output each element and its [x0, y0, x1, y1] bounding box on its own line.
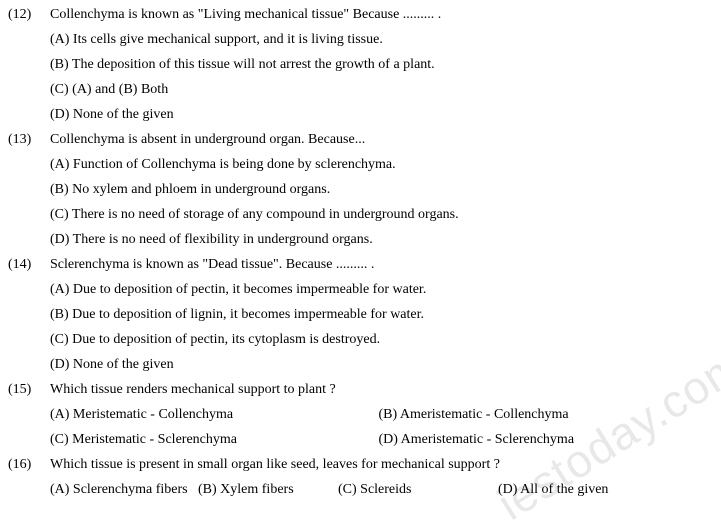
question-number: (14) — [6, 258, 50, 272]
option-row: (C) Due to deposition of pectin, its cyt… — [0, 333, 721, 347]
option-text: (D) There is no need of flexibility in u… — [50, 233, 707, 247]
option-text: (B) The deposition of this tissue will n… — [50, 58, 707, 72]
option-text: (C) (A) and (B) Both — [50, 83, 707, 97]
option-row: (D) There is no need of flexibility in u… — [0, 233, 721, 247]
option-text: (A) Due to deposition of pectin, it beco… — [50, 283, 707, 297]
option-text: (C) Due to deposition of pectin, its cyt… — [50, 333, 707, 347]
option-row: (A) Function of Collenchyma is being don… — [0, 158, 721, 172]
question-stem: Collenchyma is absent in underground org… — [50, 133, 707, 147]
option-text: (A) Function of Collenchyma is being don… — [50, 158, 707, 172]
question-number: (15) — [6, 383, 50, 397]
option-row: (B) Due to deposition of lignin, it beco… — [0, 308, 721, 322]
option-text: (A) Its cells give mechanical support, a… — [50, 33, 707, 47]
question-number: (16) — [6, 458, 50, 472]
option-text: (B) Due to deposition of lignin, it beco… — [50, 308, 707, 322]
option-text: (A) Sclerenchyma fibers — [50, 483, 198, 497]
question-row: (13)Collenchyma is absent in underground… — [0, 133, 721, 147]
option-text: (D) Ameristematic - Sclerenchyma — [379, 433, 708, 447]
option-row: (D) None of the given — [0, 108, 721, 122]
question-stem: Collenchyma is known as "Living mechanic… — [50, 8, 707, 22]
question-number: (12) — [6, 8, 50, 22]
option-row: (A) Due to deposition of pectin, it beco… — [0, 283, 721, 297]
question-number: (13) — [6, 133, 50, 147]
option-text: (B) No xylem and phloem in underground o… — [50, 183, 707, 197]
question-stem: Which tissue renders mechanical support … — [50, 383, 707, 397]
option-text: (B) Ameristematic - Collenchyma — [379, 408, 708, 422]
option-row: (C) (A) and (B) Both — [0, 83, 721, 97]
option-row: (B) No xylem and phloem in underground o… — [0, 183, 721, 197]
question-row: (15)Which tissue renders mechanical supp… — [0, 383, 721, 397]
option-text: (B) Xylem fibers — [198, 483, 338, 497]
option-row: (A) Sclerenchyma fibers(B) Xylem fibers(… — [0, 483, 721, 497]
question-stem: Which tissue is present in small organ l… — [50, 458, 707, 472]
question-row: (14)Sclerenchyma is known as "Dead tissu… — [0, 258, 721, 272]
option-row: (A) Its cells give mechanical support, a… — [0, 33, 721, 47]
option-text: (D) All of the given — [498, 483, 707, 497]
option-row: (D) None of the given — [0, 358, 721, 372]
question-row: (16)Which tissue is present in small org… — [0, 458, 721, 472]
option-row: (B) The deposition of this tissue will n… — [0, 58, 721, 72]
question-row: (12)Collenchyma is known as "Living mech… — [0, 8, 721, 22]
option-row: (C) Meristematic - Sclerenchyma(D) Ameri… — [0, 433, 721, 447]
question-stem: Sclerenchyma is known as "Dead tissue". … — [50, 258, 707, 272]
option-text: (C) Sclereids — [338, 483, 498, 497]
option-row: (C) There is no need of storage of any c… — [0, 208, 721, 222]
option-text: (D) None of the given — [50, 108, 707, 122]
option-text: (D) None of the given — [50, 358, 707, 372]
option-row: (A) Meristematic - Collenchyma(B) Ameris… — [0, 408, 721, 422]
option-text: (C) Meristematic - Sclerenchyma — [50, 433, 379, 447]
question-document: (12)Collenchyma is known as "Living mech… — [0, 8, 721, 497]
option-text: (C) There is no need of storage of any c… — [50, 208, 707, 222]
option-text: (A) Meristematic - Collenchyma — [50, 408, 379, 422]
